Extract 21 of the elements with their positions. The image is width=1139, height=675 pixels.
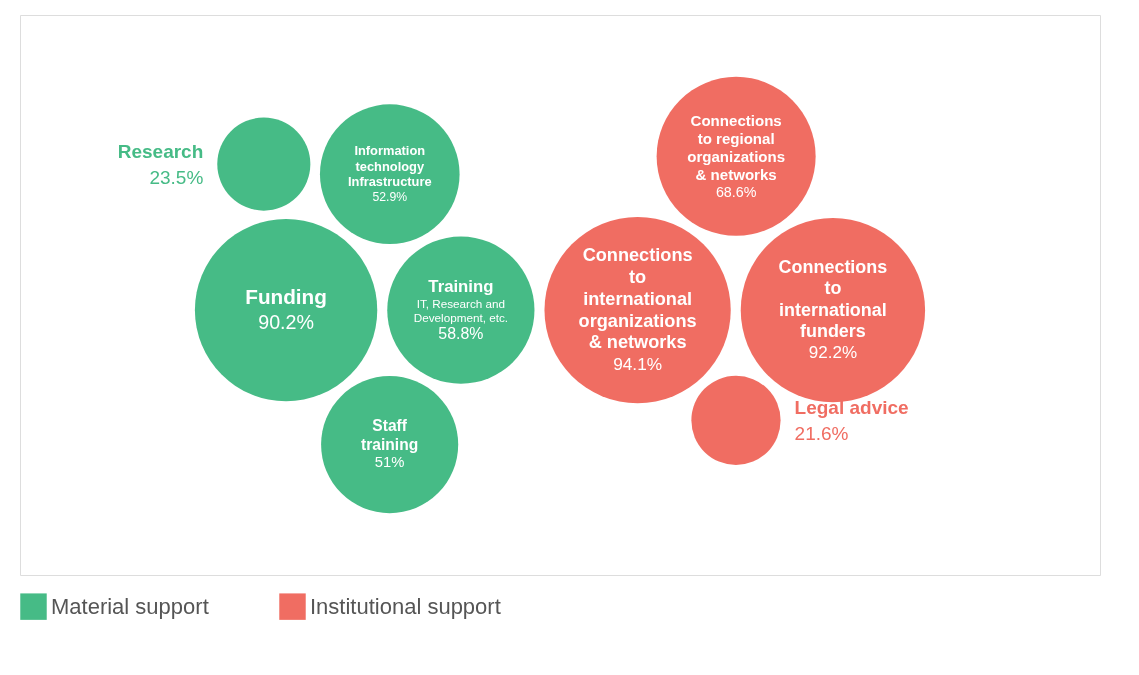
category-label: Legal advice — [794, 397, 909, 419]
category-label: Connections to international organizations & networks — [578, 245, 697, 353]
data-label: 52.9% — [372, 190, 408, 205]
category-label: Training — [428, 276, 494, 296]
data-label: 68.6% — [715, 183, 757, 200]
category-label: Research — [117, 141, 204, 163]
data-label: 90.2% — [258, 310, 314, 333]
data-label: 23.5% — [149, 167, 204, 189]
category-label: Information technology Infrastructure — [347, 143, 432, 190]
category-label: Staff training — [361, 417, 419, 454]
data-label: 21.6% — [794, 423, 849, 445]
legend-label: Material support — [51, 593, 209, 619]
data-label: 51% — [374, 454, 405, 471]
category-label: Funding — [245, 285, 327, 309]
legend-label: Institutional support — [310, 593, 501, 619]
category-label: Connections to international funders — [778, 256, 888, 342]
text: IT, Research and Development, etc. — [413, 296, 509, 324]
data-label: 94.1% — [613, 353, 663, 374]
category-label: Connections to regional organizations & networks — [687, 111, 786, 183]
data-label: 92.2% — [808, 343, 858, 363]
data-label: 58.8% — [438, 325, 484, 343]
